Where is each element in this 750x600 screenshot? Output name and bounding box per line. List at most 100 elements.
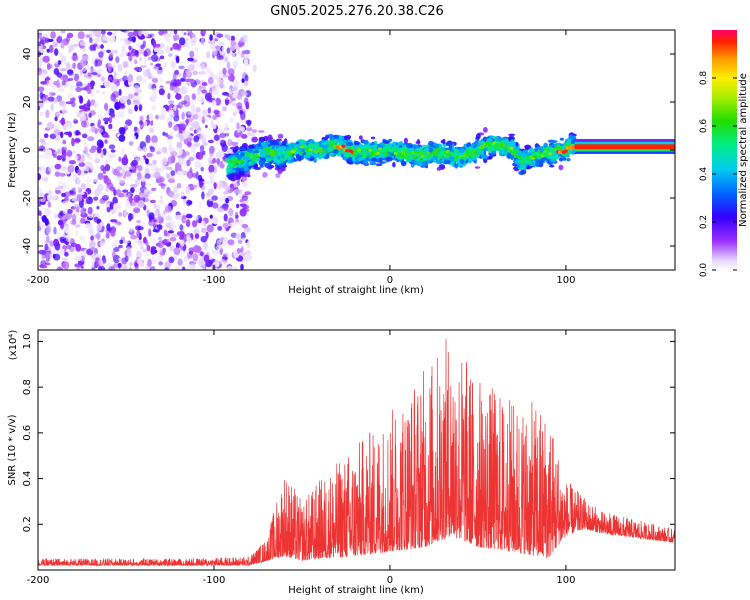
snr-y-tick-label: 0.6	[22, 425, 33, 441]
spectrogram-noise-cell	[106, 49, 111, 53]
spectrogram-noise-cell	[216, 182, 221, 187]
spectrogram-signal-cell	[417, 154, 422, 160]
spectrogram-noise-cell	[214, 84, 219, 88]
spectrogram-noise-cell	[102, 166, 107, 175]
spectrogram-signal-cell	[474, 166, 481, 169]
spectrogram-noise-cell	[209, 34, 213, 41]
spectrogram-noise-cell	[125, 119, 133, 126]
spectrogram-noise-cell	[100, 44, 104, 49]
spectrogram-noise-cell	[76, 266, 81, 270]
spectrogram-noise-cell	[159, 77, 163, 82]
spectrogram-noise-cell	[244, 97, 249, 106]
spectrogram-noise-cell	[136, 219, 141, 224]
spectrogram-noise-cell	[53, 97, 58, 104]
spectrogram-noise-cell	[50, 248, 56, 254]
spectrogram-noise-cell	[75, 78, 79, 84]
spectrogram-noise-cell	[141, 175, 146, 183]
spectrogram-noise-cell	[135, 96, 142, 101]
spectrogram-noise-cell	[211, 50, 218, 56]
spectrogram-signal-cell	[236, 174, 242, 180]
spectrogram-noise-cell	[131, 36, 136, 43]
spectrogram-signal-cell	[240, 164, 245, 167]
spectrogram-noise-cell	[121, 156, 129, 166]
spectrogram-noise-cell	[56, 155, 63, 161]
spectrogram-signal-cell	[405, 143, 412, 148]
spectrogram-noise-cell	[69, 190, 75, 195]
spectrogram-noise-cell	[128, 195, 133, 204]
spectrogram-noise-cell	[110, 112, 115, 118]
spectrogram-noise-cell	[45, 257, 50, 262]
spectrogram-ridge-cell	[563, 149, 568, 153]
spectrogram-noise-cell	[59, 68, 67, 72]
spectrogram-noise-cell	[129, 227, 133, 233]
spectrogram-noise-cell	[202, 247, 209, 254]
spectrogram-noise-cell	[146, 152, 153, 158]
spectrogram-ridge-cell	[476, 148, 481, 152]
spectrogram-noise-cell	[162, 247, 167, 253]
spectrogram-noise-cell	[180, 191, 185, 198]
spectrogram-noise-cell	[43, 208, 52, 217]
spectrogram-signal-cell	[243, 166, 249, 171]
spectrogram-noise-cell	[165, 45, 171, 54]
spectrogram-noise-cell	[147, 258, 152, 268]
spectrogram-noise-cell	[70, 242, 78, 248]
spectrogram-noise-cell	[211, 99, 217, 107]
spectrogram-signal-cell	[475, 133, 481, 140]
snr-frame	[37, 329, 676, 571]
spectrogram-noise-cell	[39, 91, 44, 100]
spectrogram-ridge-cell	[354, 151, 359, 155]
spectrogram-noise-cell	[169, 30, 175, 39]
spectrogram-noise-cell	[97, 172, 104, 180]
spectrogram-tone-stripe	[574, 143, 675, 147]
spectrogram-tone-stripe	[574, 151, 675, 154]
spectrogram-noise-cell	[197, 95, 205, 104]
spectrogram-noise-cell	[126, 99, 132, 106]
spectrogram-noise-cell	[42, 55, 50, 63]
spectrogram-noise-cell	[134, 92, 139, 96]
spectrogram-noise-cell	[193, 214, 199, 221]
spectrogram-signal-cell	[412, 160, 418, 166]
spectrogram-noise-cell	[71, 54, 79, 62]
spectrogram-noise-cell	[82, 110, 87, 115]
spectrogram-noise-cell	[174, 70, 180, 75]
spectrogram-noise-cell	[138, 104, 143, 112]
spectrogram-noise-cell	[107, 31, 113, 36]
spectrogram-noise-cell	[39, 111, 45, 117]
spectrogram-noise-cell	[115, 166, 123, 171]
spectrogram-noise-cell	[38, 173, 42, 181]
spectrogram-signal-cell	[496, 145, 502, 151]
spectrogram-noise-cell	[150, 54, 159, 62]
spectrogram-noise-cell	[177, 258, 183, 266]
spectrogram-signal-cell	[275, 173, 281, 179]
spectrogram-noise-cell	[192, 220, 198, 228]
spectrogram-noise-cell	[46, 63, 51, 71]
spectrogram-ridge-cell	[453, 153, 458, 157]
spectrogram-noise-cell	[160, 107, 167, 115]
spectrogram-noise-cell	[77, 169, 82, 176]
spectrogram-signal-cell	[241, 176, 248, 182]
spectrogram-signal-cell	[353, 141, 360, 146]
spectrogram-noise-cell	[232, 111, 237, 117]
spectrogram-signal-cell	[566, 138, 572, 143]
spectrogram-noise-cell	[238, 191, 243, 200]
spectrogram-noise-cell	[61, 80, 66, 86]
spectrogram-cells	[38, 30, 675, 270]
spectrogram-noise-cell	[94, 38, 100, 44]
spectrogram-noise-cell	[202, 150, 206, 156]
spectrogram-noise-cell	[88, 163, 93, 169]
spectrogram-noise-cell	[95, 59, 103, 67]
spectrogram-noise-cell	[113, 246, 120, 252]
spectrogram-noise-cell	[226, 61, 231, 70]
spectrogram-signal-cell	[454, 163, 459, 169]
spectrogram-noise-cell	[165, 166, 173, 171]
spectrogram-noise-cell	[241, 78, 245, 83]
spectrogram-signal-cell	[275, 148, 282, 154]
spectrogram-noise-cell	[239, 208, 247, 217]
spectrogram-noise-cell	[219, 132, 227, 139]
spectrogram-noise-cell	[121, 45, 125, 54]
spectrogram-noise-cell	[130, 187, 135, 193]
spectrogram-noise-cell	[175, 193, 181, 197]
spectrogram-noise-cell	[185, 199, 192, 207]
chart-title: GN05.2025.276.20.38.C26	[270, 4, 444, 19]
spectrogram-noise-cell	[61, 55, 67, 63]
